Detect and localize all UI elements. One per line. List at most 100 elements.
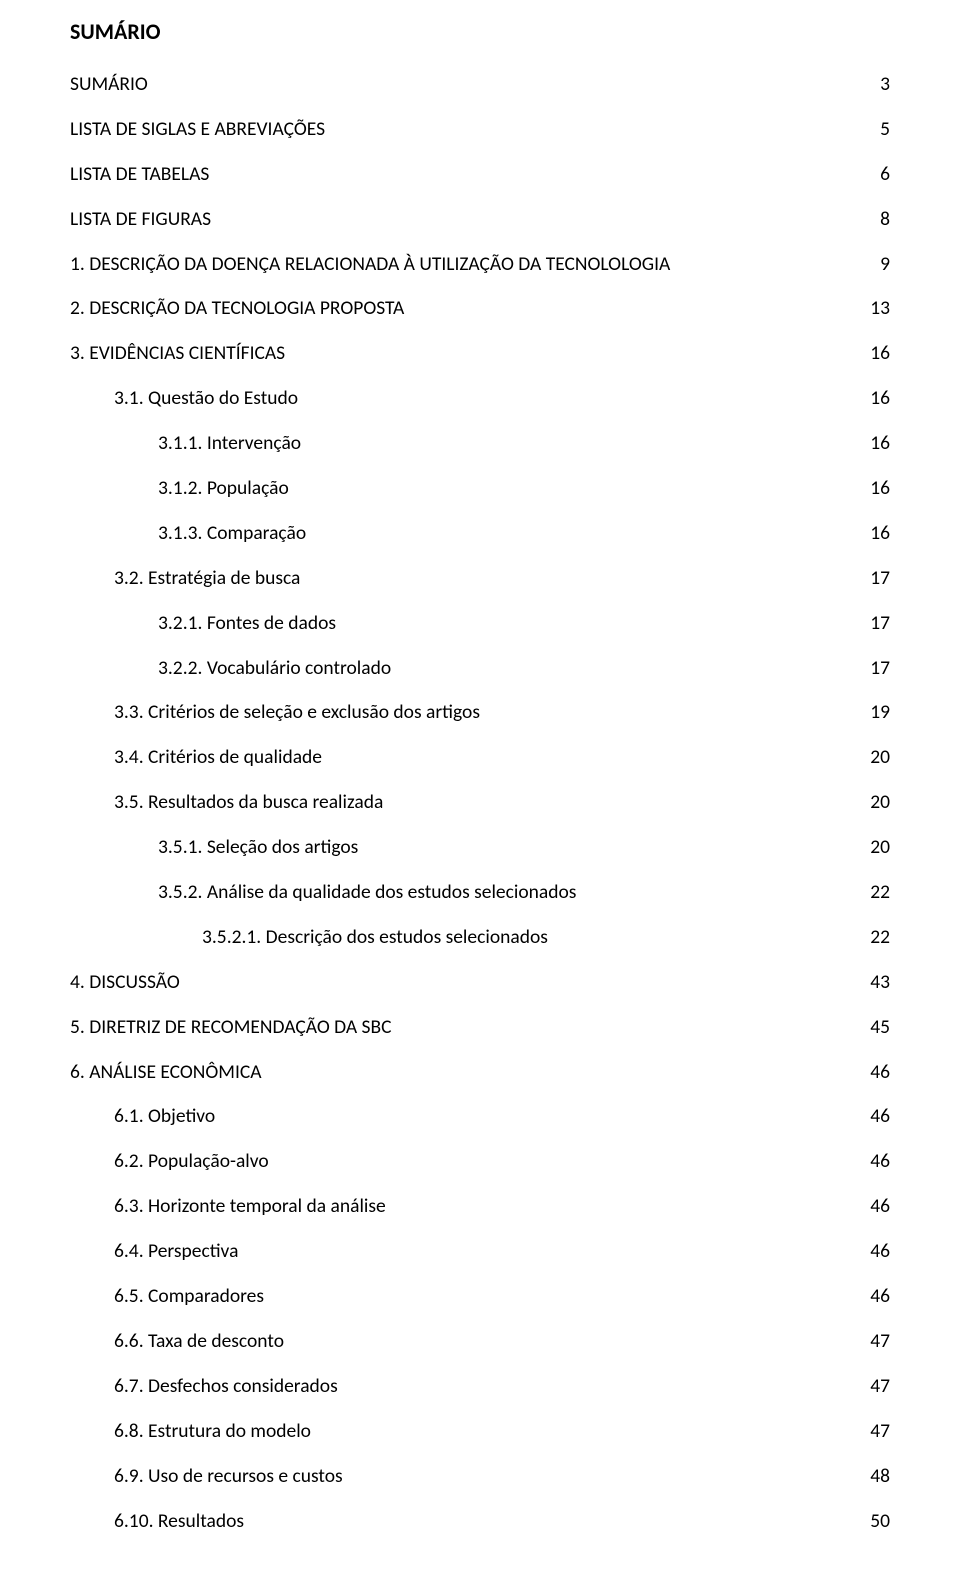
toc-entry: 6.9. Uso de recursos e custos 48: [70, 1465, 890, 1488]
toc-entry-page: 13: [868, 297, 890, 320]
toc-entry: LISTA DE FIGURAS 8: [70, 208, 890, 231]
toc-entry-page: 47: [868, 1420, 890, 1443]
toc-entry-page: 47: [868, 1375, 890, 1398]
toc-entry-page: 20: [868, 746, 890, 769]
toc-entry: 3.5.2.1. Descrição dos estudos seleciona…: [70, 926, 890, 949]
toc-entry-page: 43: [868, 971, 890, 994]
toc-entry-page: 45: [868, 1016, 890, 1039]
toc-entry-label: 3. EVIDÊNCIAS CIENTÍFICAS: [70, 342, 285, 365]
toc-entry: 3.1.3. Comparação 16: [70, 522, 890, 545]
toc-entry-page: 50: [868, 1510, 890, 1533]
toc-entry: 3.2.2. Vocabulário controlado 17: [70, 657, 890, 680]
toc-entry: 6.3. Horizonte temporal da análise 46: [70, 1195, 890, 1218]
page-title: SUMÁRIO: [70, 18, 890, 45]
toc-entry-label: 3.2.1. Fontes de dados: [158, 612, 336, 635]
toc-entry: 3.5. Resultados da busca realizada 20: [70, 791, 890, 814]
toc-entry-page: 22: [868, 926, 890, 949]
toc-entry-label: LISTA DE TABELAS: [70, 163, 209, 186]
toc-entry-label: 6. ANÁLISE ECONÔMICA: [70, 1061, 262, 1084]
toc-entry-label: 6.4. Perspectiva: [114, 1240, 238, 1263]
toc-entry-page: 6: [868, 163, 890, 186]
toc-entry: 3.3. Critérios de seleção e exclusão dos…: [70, 701, 890, 724]
toc-entry: 3.4. Critérios de qualidade 20: [70, 746, 890, 769]
toc-entry: 6.10. Resultados 50: [70, 1510, 890, 1533]
toc-entry-page: 46: [868, 1195, 890, 1218]
toc-entry-page: 17: [868, 657, 890, 680]
toc-entry-label: LISTA DE SIGLAS E ABREVIAÇÕES: [70, 118, 325, 141]
toc-entry-label: 6.6. Taxa de desconto: [114, 1330, 284, 1353]
toc-entry-page: 16: [868, 342, 890, 365]
toc-entry-label: 4. DISCUSSÃO: [70, 971, 180, 994]
toc-entry-page: 3: [868, 73, 890, 96]
toc-entry-label: 3.5.2.1. Descrição dos estudos seleciona…: [202, 926, 548, 949]
toc-entry-label: 3.5.2. Análise da qualidade dos estudos …: [158, 881, 576, 904]
toc-entry: 3.1.2. População 16: [70, 477, 890, 500]
toc-entry: 6.8. Estrutura do modelo 47: [70, 1420, 890, 1443]
toc-entry-label: 6.10. Resultados: [114, 1510, 244, 1533]
toc-entry-page: 20: [868, 791, 890, 814]
toc-entry-label: 3.5. Resultados da busca realizada: [114, 791, 383, 814]
toc-entry: 5. DIRETRIZ DE RECOMENDAÇÃO DA SBC 45: [70, 1016, 890, 1039]
toc-entry-label: 3.4. Critérios de qualidade: [114, 746, 322, 769]
toc-entry: 6. ANÁLISE ECONÔMICA 46: [70, 1061, 890, 1084]
toc-entry: 3.2. Estratégia de busca 17: [70, 567, 890, 590]
toc-entry-page: 46: [868, 1285, 890, 1308]
toc-entry-page: 46: [868, 1105, 890, 1128]
toc-entry: 3.5.2. Análise da qualidade dos estudos …: [70, 881, 890, 904]
toc-entry: 3.1.1. Intervenção 16: [70, 432, 890, 455]
toc-entry-page: 16: [868, 522, 890, 545]
toc-entry-page: 16: [868, 477, 890, 500]
toc-entry-label: 3.3. Critérios de seleção e exclusão dos…: [114, 701, 480, 724]
document-page: SUMÁRIO SUMÁRIO 3 LISTA DE SIGLAS E ABREVI…: [0, 0, 960, 1584]
toc-entry-page: 17: [868, 567, 890, 590]
toc-entry-page: 16: [868, 387, 890, 410]
toc-entry-label: 6.9. Uso de recursos e custos: [114, 1465, 343, 1488]
toc-entry: 6.4. Perspectiva 46: [70, 1240, 890, 1263]
toc-entry-page: 9: [868, 253, 890, 276]
toc-entry-page: 19: [868, 701, 890, 724]
toc-entry-label: 6.1. Objetivo: [114, 1105, 215, 1128]
toc-entry: 6.2. População-alvo46: [70, 1150, 890, 1173]
toc-entry: 3.1. Questão do Estudo 16: [70, 387, 890, 410]
toc-entry-label: 6.8. Estrutura do modelo: [114, 1420, 311, 1443]
toc-entry-page: 20: [868, 836, 890, 859]
toc-entry-page: 5: [868, 118, 890, 141]
table-of-contents: SUMÁRIO3LISTA DE SIGLAS E ABREVIAÇÕES5LI…: [70, 73, 890, 1533]
toc-entry: LISTA DE SIGLAS E ABREVIAÇÕES 5: [70, 118, 890, 141]
toc-entry-label: LISTA DE FIGURAS: [70, 208, 211, 231]
toc-entry: 3. EVIDÊNCIAS CIENTÍFICAS 16: [70, 342, 890, 365]
toc-entry: 2. DESCRIÇÃO DA TECNOLOGIA PROPOSTA 13: [70, 297, 890, 320]
toc-entry-page: 16: [868, 432, 890, 455]
toc-entry-label: 3.1. Questão do Estudo: [114, 387, 298, 410]
toc-entry: 6.5. Comparadores 46: [70, 1285, 890, 1308]
toc-entry-page: 46: [868, 1240, 890, 1263]
toc-entry-label: 6.3. Horizonte temporal da análise: [114, 1195, 386, 1218]
toc-entry-label: 5. DIRETRIZ DE RECOMENDAÇÃO DA SBC: [70, 1016, 392, 1039]
toc-entry-page: 47: [868, 1330, 890, 1353]
toc-entry-label: 3.1.1. Intervenção: [158, 432, 301, 455]
toc-entry-label: 3.2. Estratégia de busca: [114, 567, 300, 590]
toc-entry-label: 3.1.2. População: [158, 477, 289, 500]
toc-entry-page: 8: [868, 208, 890, 231]
toc-entry-label: 1. DESCRIÇÃO DA DOENÇA RELACIONADA À UTI…: [70, 253, 670, 276]
toc-entry-label: 3.2.2. Vocabulário controlado: [158, 657, 391, 680]
toc-entry: SUMÁRIO 3: [70, 73, 890, 96]
toc-entry: LISTA DE TABELAS 6: [70, 163, 890, 186]
toc-entry-label: SUMÁRIO: [70, 73, 148, 96]
toc-entry-page: 17: [868, 612, 890, 635]
toc-entry-label: 2. DESCRIÇÃO DA TECNOLOGIA PROPOSTA: [70, 297, 404, 320]
toc-entry-page: 48: [868, 1465, 890, 1488]
toc-entry: 6.6. Taxa de desconto 47: [70, 1330, 890, 1353]
toc-entry: 3.2.1. Fontes de dados 17: [70, 612, 890, 635]
toc-entry-label: 6.5. Comparadores: [114, 1285, 264, 1308]
toc-entry-page: 22: [868, 881, 890, 904]
toc-entry: 6.7. Desfechos considerados 47: [70, 1375, 890, 1398]
toc-entry: 3.5.1. Seleção dos artigos20: [70, 836, 890, 859]
toc-entry-label: 3.1.3. Comparação: [158, 522, 306, 545]
toc-entry: 4. DISCUSSÃO 43: [70, 971, 890, 994]
toc-entry: 1. DESCRIÇÃO DA DOENÇA RELACIONADA À UTI…: [70, 253, 890, 276]
toc-entry: 6.1. Objetivo 46: [70, 1105, 890, 1128]
toc-entry-label: 6.2. População-alvo: [114, 1150, 269, 1173]
toc-entry-label: 6.7. Desfechos considerados: [114, 1375, 338, 1398]
toc-entry-page: 46: [868, 1061, 890, 1084]
